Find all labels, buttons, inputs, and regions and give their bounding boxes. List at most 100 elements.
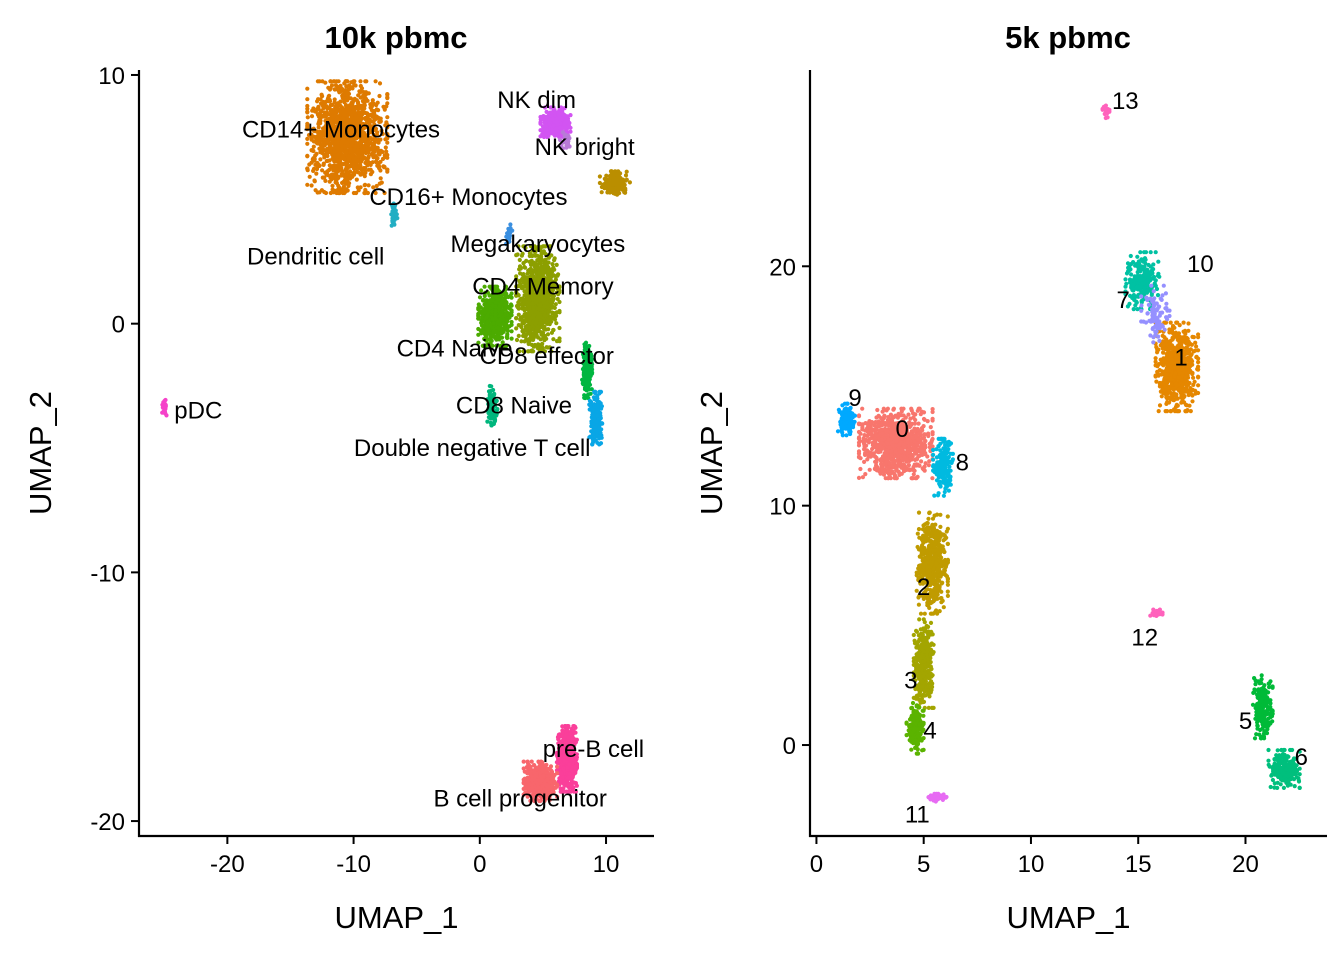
data-point <box>343 103 349 108</box>
data-point <box>384 104 389 109</box>
data-point <box>337 160 342 165</box>
data-point <box>546 310 551 315</box>
data-point <box>373 79 378 84</box>
data-point <box>375 100 380 105</box>
data-point <box>359 146 365 152</box>
data-point <box>498 322 503 327</box>
data-point <box>328 163 333 169</box>
data-point <box>324 110 329 115</box>
points-layer <box>160 79 633 804</box>
data-point <box>523 328 529 333</box>
data-point <box>582 370 588 375</box>
x-tick-label: 10 <box>593 851 620 878</box>
data-point <box>554 321 559 326</box>
data-point <box>322 137 327 143</box>
data-point <box>366 161 371 166</box>
data-point <box>328 124 333 129</box>
data-point <box>540 127 546 132</box>
cluster-label: CD8 effector <box>480 343 614 370</box>
data-point <box>544 336 549 341</box>
data-point <box>393 211 398 216</box>
data-point <box>593 424 599 429</box>
data-point <box>310 108 315 113</box>
data-point <box>355 114 360 119</box>
data-point <box>328 86 333 91</box>
data-point <box>539 778 545 783</box>
data-point <box>543 767 548 772</box>
data-point <box>371 132 376 137</box>
data-point <box>586 392 591 397</box>
data-point <box>490 309 495 314</box>
data-point <box>598 430 603 435</box>
data-point <box>305 136 310 141</box>
data-point <box>340 93 345 98</box>
data-point <box>305 115 310 120</box>
data-point <box>497 304 502 309</box>
data-point <box>485 304 490 309</box>
data-point <box>478 305 483 310</box>
y-tick-label: 0 <box>112 312 125 339</box>
data-point <box>585 386 590 391</box>
data-point <box>375 133 380 138</box>
data-point <box>567 772 572 777</box>
data-point <box>376 162 381 167</box>
cluster-label: pDC <box>174 398 222 425</box>
data-point <box>342 131 347 136</box>
data-point <box>319 114 324 119</box>
data-point <box>557 325 562 331</box>
data-point <box>623 173 629 178</box>
data-point <box>309 183 314 188</box>
data-point <box>595 400 601 405</box>
data-point <box>595 413 600 418</box>
data-point <box>383 145 388 150</box>
data-point <box>385 96 390 101</box>
data-point <box>375 156 380 161</box>
data-point <box>347 181 352 186</box>
data-point <box>331 79 336 84</box>
data-point <box>335 132 340 137</box>
data-point <box>540 330 545 335</box>
data-point <box>354 177 359 182</box>
data-point <box>524 316 529 321</box>
data-point <box>334 144 339 149</box>
data-point <box>366 141 372 146</box>
data-point <box>521 766 526 771</box>
data-point <box>597 391 602 396</box>
data-point <box>337 90 342 95</box>
data-point <box>368 147 373 152</box>
data-point <box>375 145 380 150</box>
data-point <box>312 178 317 183</box>
data-point <box>371 119 376 124</box>
data-point <box>553 302 558 307</box>
data-point <box>336 175 341 181</box>
data-point <box>385 92 390 97</box>
data-point <box>374 183 379 189</box>
data-point <box>327 99 333 104</box>
panel-title: 5k pbmc <box>1005 20 1131 55</box>
data-point <box>314 166 320 172</box>
data-point <box>305 106 310 111</box>
data-point <box>331 113 336 118</box>
data-point <box>538 117 543 122</box>
data-point <box>566 123 572 128</box>
data-point <box>538 318 543 323</box>
data-point <box>327 158 332 163</box>
data-point <box>555 110 561 115</box>
data-point <box>551 123 557 128</box>
data-point <box>531 313 536 318</box>
data-point <box>558 137 563 143</box>
data-point <box>552 107 557 112</box>
data-point <box>553 313 559 318</box>
data-point <box>366 183 371 188</box>
data-point <box>498 312 503 317</box>
data-point <box>573 768 578 773</box>
data-point <box>521 333 526 338</box>
data-point <box>514 326 519 331</box>
data-point <box>591 428 596 433</box>
data-point <box>305 182 310 187</box>
data-point <box>529 778 535 783</box>
data-point <box>543 264 548 269</box>
data-point <box>624 169 629 174</box>
data-point <box>615 182 620 187</box>
data-point <box>341 115 346 121</box>
